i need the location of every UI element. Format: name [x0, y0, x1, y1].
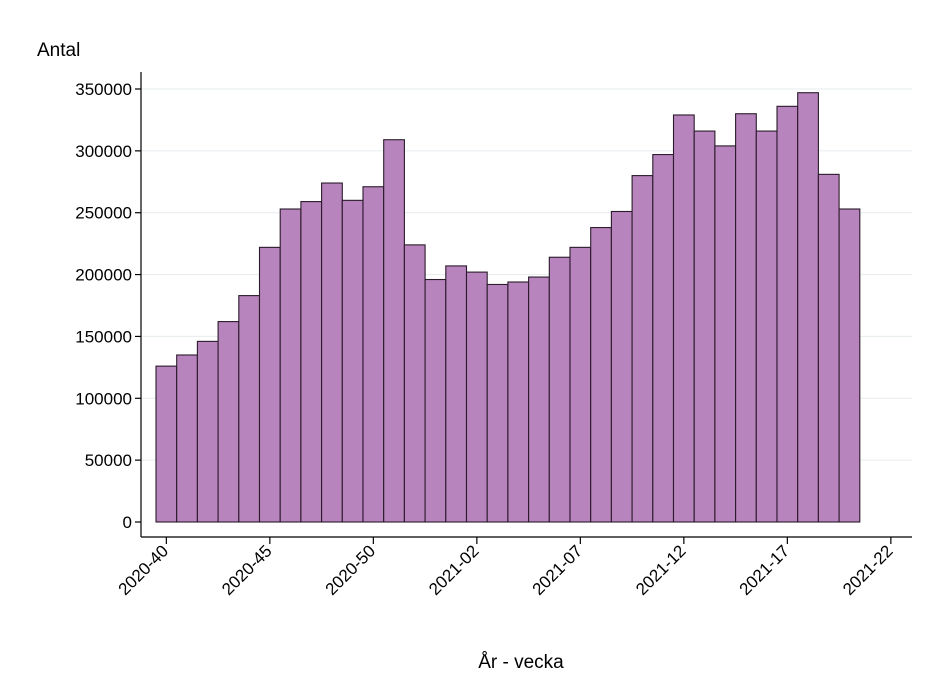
y-ticks: 0 50000 100000 150000 200000 250000 300000 3500…: [75, 80, 141, 532]
bar: [652, 154, 675, 523]
y-tick-label: 200000: [75, 266, 132, 285]
bar: [714, 145, 737, 523]
bar: [362, 186, 385, 523]
y-axis-title: Antal: [37, 40, 80, 61]
bar: [300, 201, 323, 523]
bar: [217, 321, 240, 523]
bar: [776, 105, 799, 523]
y-tick-label: 100000: [75, 389, 132, 408]
bar: [817, 173, 840, 523]
bar: [341, 199, 364, 523]
y-tick-label: 50000: [85, 451, 132, 470]
bar: [196, 340, 219, 523]
bar: [424, 278, 447, 523]
bar: [238, 295, 261, 523]
y-tick-label: 250000: [75, 204, 132, 223]
y-tick-label: 0: [123, 513, 132, 532]
bar: [590, 227, 612, 523]
y-tick-label: 300000: [75, 142, 132, 161]
bar: [838, 208, 861, 523]
bar: [258, 246, 281, 523]
y-tick-label: 350000: [75, 80, 132, 99]
bar: [403, 244, 426, 523]
bar: [445, 265, 468, 523]
bar: [631, 175, 654, 523]
bar: [797, 92, 819, 523]
x-axis-title: År - vecka: [478, 652, 564, 673]
bar: [486, 283, 509, 523]
bar: [279, 208, 302, 523]
y-tick-label: 150000: [75, 327, 132, 346]
bar: [610, 210, 633, 523]
bars: [155, 92, 861, 523]
bar: [569, 246, 592, 523]
bar: [672, 114, 695, 523]
bar: [548, 256, 571, 523]
bar: [507, 281, 530, 523]
bar: [155, 365, 178, 523]
bar: [735, 113, 757, 523]
bar: [383, 139, 405, 523]
bar: [528, 276, 550, 523]
bar: [465, 271, 488, 523]
bar: [176, 354, 198, 523]
bar: [321, 182, 343, 523]
bar: [755, 130, 778, 523]
bar: [693, 130, 716, 523]
